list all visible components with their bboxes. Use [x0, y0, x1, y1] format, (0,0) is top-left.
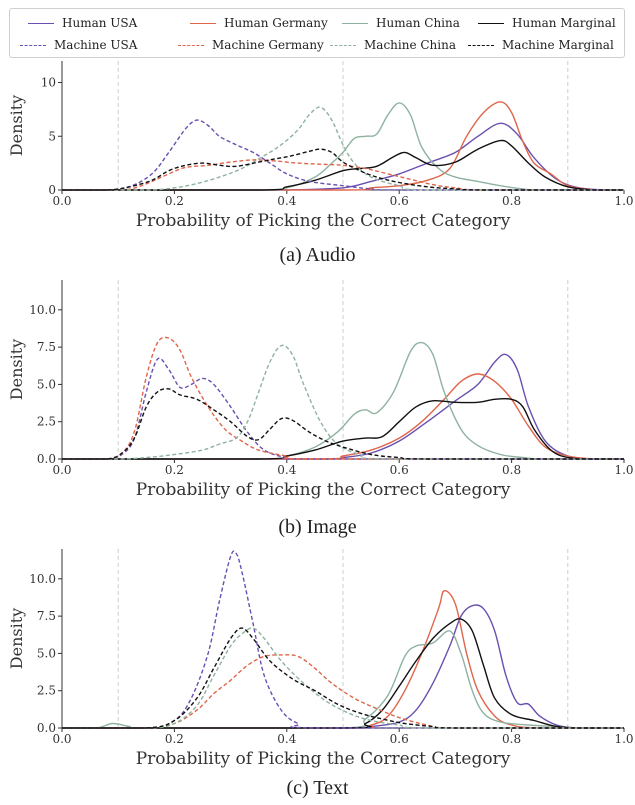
x-tick-label: 0.8: [502, 463, 521, 477]
x-tick-label: 0.6: [390, 194, 409, 208]
series-line-human-germany: [61, 101, 624, 191]
caption-image: (b) Image: [278, 516, 357, 538]
x-tick-label: 1.0: [614, 194, 633, 208]
x-tick-label: 0.4: [277, 732, 296, 746]
legend-item-human-china: Human China: [342, 14, 460, 32]
legend-item-machine-usa: Machine USA: [20, 36, 137, 54]
x-tick-label: 0.8: [502, 732, 521, 746]
series-line-machine-germany: [62, 654, 625, 729]
series-line-machine-marginal: [61, 148, 624, 191]
legend-item-machine-china: Machine China: [330, 36, 456, 54]
y-axis-label: Density: [7, 608, 26, 669]
x-tick-label: 0.2: [165, 194, 184, 208]
series-line-human-marginal: [61, 139, 624, 191]
y-tick-label: 10.0: [29, 303, 56, 317]
legend-swatch: [20, 44, 46, 46]
x-tick-label: 0.0: [52, 732, 71, 746]
legend-swatch: [190, 22, 216, 24]
legend-label: Human China: [376, 16, 460, 30]
x-tick-label: 1.0: [614, 463, 633, 477]
y-axis-label: Density: [7, 339, 26, 400]
legend-swatch: [468, 44, 494, 46]
y-tick-label: 10: [41, 76, 56, 90]
series-line-machine-usa: [61, 119, 624, 191]
legend-label: Machine Marginal: [502, 38, 614, 52]
legend-label: Human Marginal: [512, 16, 616, 30]
y-tick-label: 2.5: [37, 684, 56, 698]
y-tick-label: 2.5: [37, 415, 56, 429]
x-tick-label: 0.0: [52, 194, 71, 208]
y-axis-label: Density: [7, 95, 26, 156]
x-tick-label: 0.2: [165, 463, 184, 477]
y-tick-label: 0.0: [37, 721, 56, 735]
legend-swatch: [342, 22, 368, 24]
series-line-human-usa: [62, 604, 625, 729]
x-tick-label: 0.6: [390, 732, 409, 746]
series-line-human-marginal: [62, 618, 625, 729]
series-line-human-marginal: [62, 397, 624, 460]
caption-text: (c) Text: [286, 777, 349, 799]
y-tick-label: 10.0: [29, 572, 56, 586]
x-axis-label: Probability of Picking the Correct Categ…: [136, 480, 511, 500]
y-tick-label: 5.0: [37, 646, 56, 660]
legend: Human USA Human Germany Human China Huma…: [9, 8, 625, 58]
x-tick-label: 0.4: [277, 194, 296, 208]
x-tick-label: 0.6: [390, 463, 409, 477]
series-line-machine-marginal: [62, 627, 625, 729]
legend-label: Machine China: [364, 38, 457, 52]
legend-label: Machine Germany: [212, 38, 324, 52]
legend-item-human-usa: Human USA: [28, 14, 137, 32]
legend-item-machine-marginal: Machine Marginal: [468, 36, 614, 54]
y-tick-label: 7.5: [37, 609, 56, 623]
series-line-machine-germany: [62, 336, 624, 460]
series-line-machine-marginal: [62, 388, 624, 460]
x-tick-label: 0.4: [277, 463, 296, 477]
legend-label: Human USA: [62, 16, 138, 30]
legend-swatch: [330, 44, 356, 46]
legend-swatch: [478, 22, 504, 24]
y-tick-label: 0.0: [37, 452, 56, 466]
legend-label: Human Germany: [224, 16, 328, 30]
caption-audio: (a) Audio: [279, 244, 356, 266]
x-tick-label: 0.0: [52, 463, 71, 477]
x-tick-label: 0.2: [165, 732, 184, 746]
series-line-machine-china: [61, 106, 624, 191]
legend-swatch: [28, 22, 54, 24]
legend-label: Machine USA: [54, 38, 138, 52]
x-axis-label: Probability of Picking the Correct Categ…: [136, 749, 511, 769]
series-line-machine-china: [62, 344, 624, 460]
series-line-machine-germany: [61, 159, 624, 191]
y-tick-label: 7.5: [37, 340, 56, 354]
series-line-machine-china: [62, 627, 625, 729]
y-tick-label: 5.0: [37, 377, 56, 391]
legend-swatch: [178, 44, 204, 46]
x-axis-label: Probability of Picking the Correct Categ…: [136, 211, 511, 231]
legend-item-human-germany: Human Germany: [190, 14, 328, 32]
series-line-machine-usa: [62, 550, 625, 729]
x-tick-label: 1.0: [614, 732, 633, 746]
legend-item-machine-germany: Machine Germany: [178, 36, 324, 54]
series-line-human-china: [61, 102, 624, 191]
legend-item-human-marginal: Human Marginal: [478, 14, 616, 32]
x-tick-label: 0.8: [502, 194, 521, 208]
y-tick-label: 0: [48, 183, 56, 197]
y-tick-label: 5: [48, 129, 56, 143]
series-line-human-china: [62, 630, 625, 729]
